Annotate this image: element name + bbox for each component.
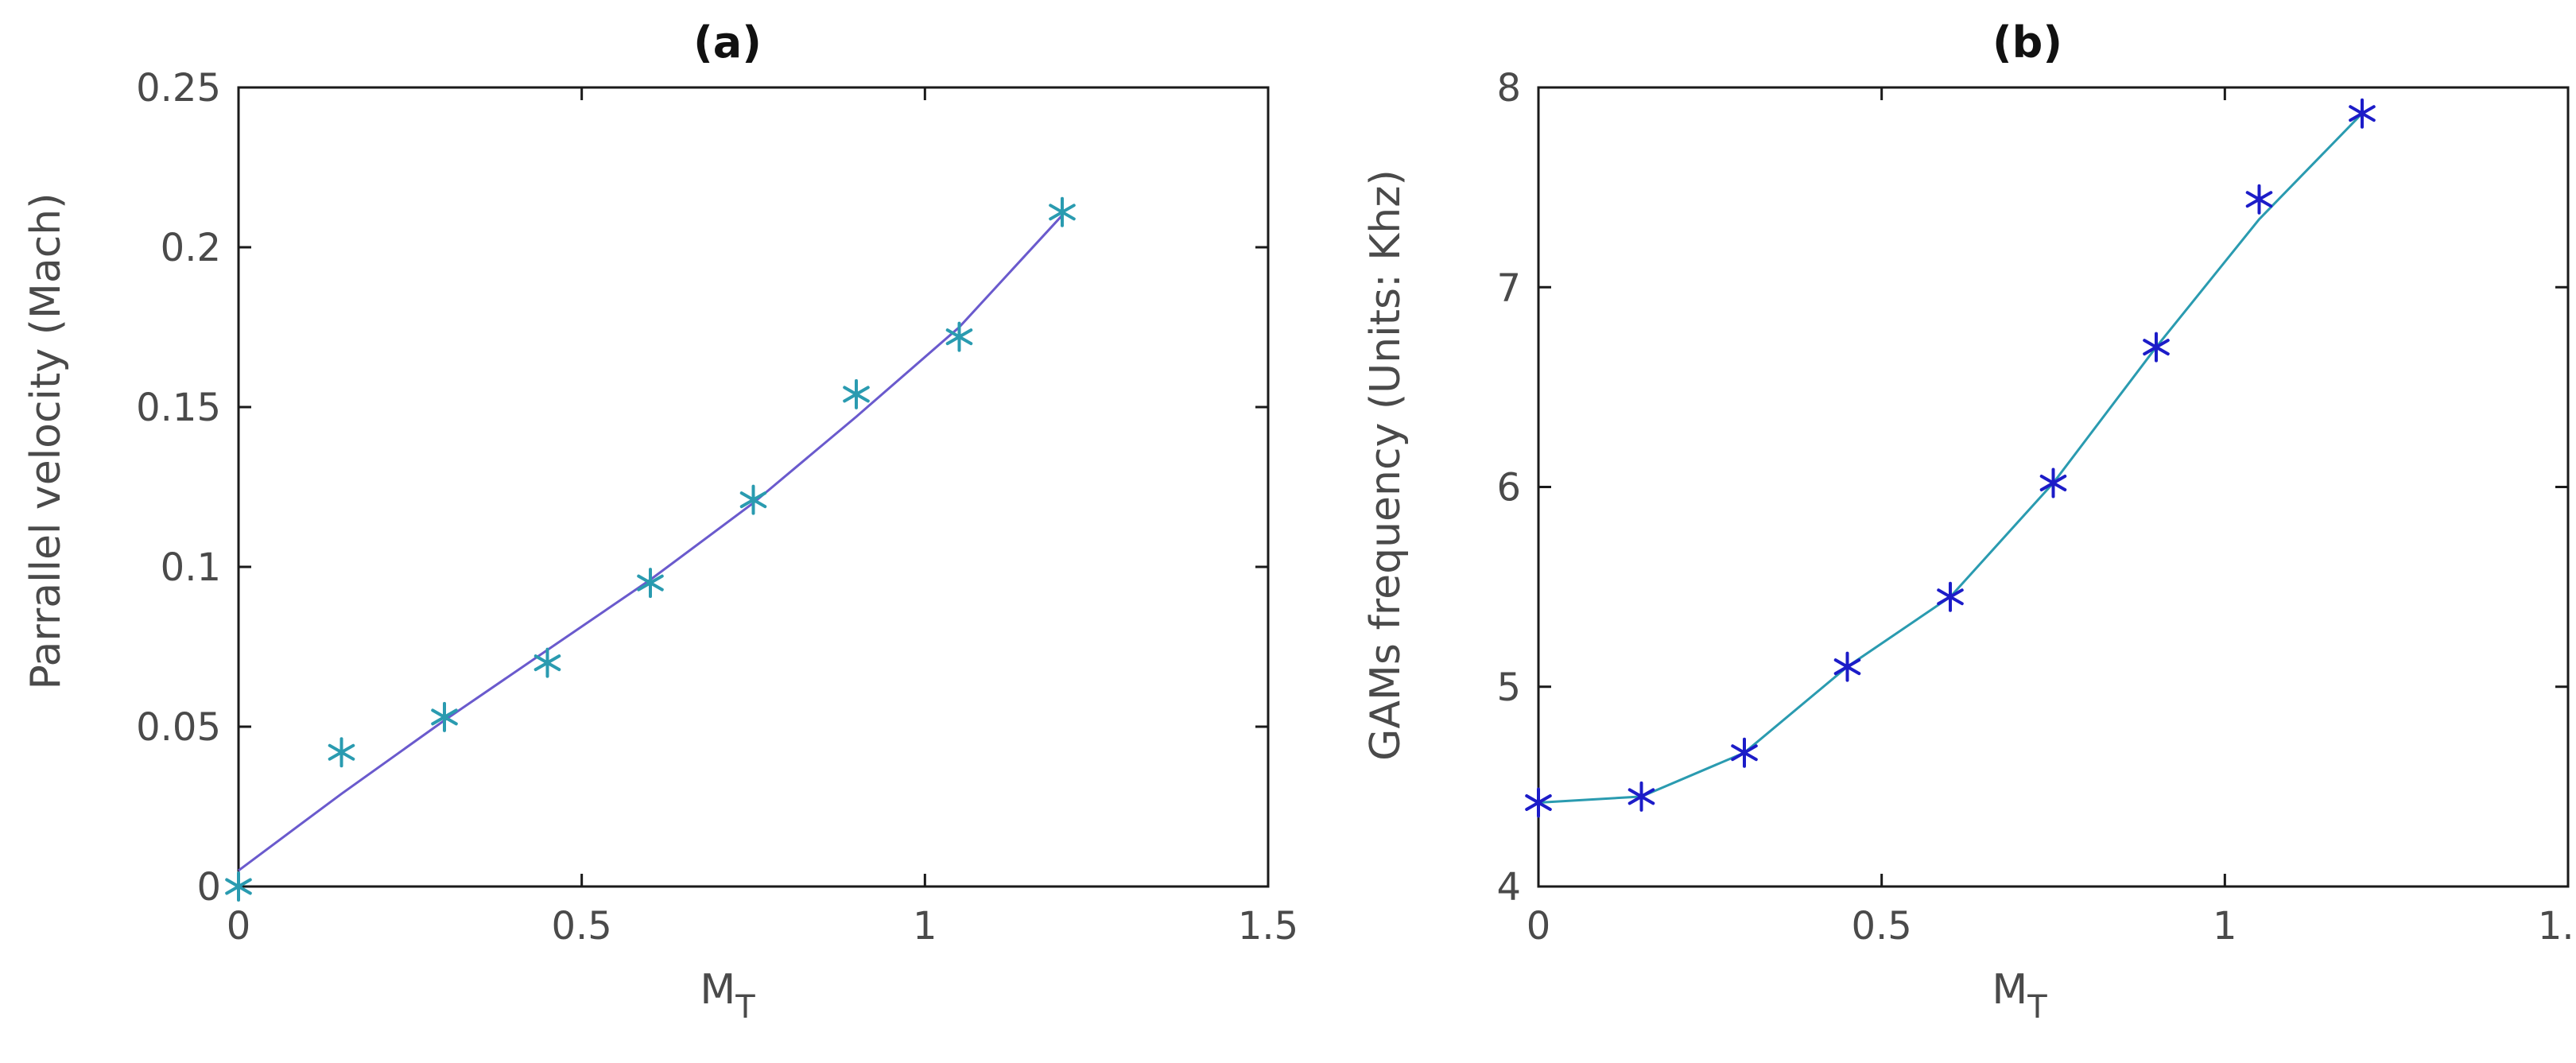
plot-frame (237, 86, 1270, 888)
fit-line (238, 214, 1064, 872)
asterisk-stroke (2349, 105, 2376, 122)
x-tick-label: 1.5 (2538, 904, 2576, 949)
y-tick-label: 0.1 (161, 545, 221, 590)
data-point-asterisk (2039, 467, 2067, 499)
x-tick-label: 1.5 (1238, 904, 1298, 949)
y-axis-label: GAMs frequency (Units: Khz) (1362, 169, 1410, 761)
data-point-asterisk (2143, 332, 2170, 363)
fit-line (1538, 112, 2364, 804)
asterisk-stroke (1049, 204, 1076, 221)
y-tick-label: 0.2 (161, 226, 221, 270)
data-point-asterisk (637, 568, 664, 599)
data-point-asterisk (1937, 581, 1964, 612)
data-point-asterisk (1731, 737, 1758, 768)
data-point-asterisk (328, 737, 355, 768)
data-point-asterisk (2245, 184, 2273, 215)
data-point-asterisk (431, 701, 458, 732)
data-point-asterisk (1627, 781, 1655, 812)
asterisk-stroke (2245, 191, 2273, 208)
data-point-asterisk (1049, 196, 1076, 227)
y-tick-label: 5 (1496, 665, 1521, 710)
asterisk-stroke (431, 708, 458, 726)
data-point-asterisk (533, 647, 561, 678)
x-tick-label: 0 (1527, 904, 1551, 949)
data-point-asterisk (2349, 98, 2376, 129)
data-point-asterisk (1833, 651, 1861, 682)
x-tick-label: 1 (913, 904, 937, 949)
asterisk-stroke (328, 743, 355, 761)
data-point-asterisk (843, 378, 870, 409)
y-tick-label: 0 (196, 865, 221, 910)
chart-title: (b) (1992, 17, 2062, 68)
data-point-asterisk (1525, 787, 1552, 818)
x-axis-label: MT (700, 966, 755, 1026)
x-tick-label: 1 (2213, 904, 2237, 949)
y-tick-label: 0.15 (136, 386, 221, 430)
asterisk-stroke (225, 878, 252, 895)
x-tick-label: 0.5 (1851, 904, 1911, 949)
data-point-asterisk (945, 321, 973, 352)
asterisk-stroke (533, 654, 561, 672)
asterisk-stroke (1525, 794, 1552, 811)
y-tick-label: 8 (1496, 66, 1521, 111)
asterisk-stroke (1627, 788, 1655, 805)
x-axis-label-subscript: T (2027, 989, 2047, 1026)
x-axis-label: MT (1992, 966, 2047, 1026)
asterisk-stroke (739, 491, 767, 509)
chart-panel-b: (b) 0 0.5 1 1.5 4 5 6 7 8 MT GAMs frequency (Units:… (1362, 17, 2576, 1026)
x-tick-label: 0 (227, 904, 251, 949)
asterisk-stroke (637, 574, 664, 592)
asterisk-stroke (843, 386, 870, 403)
y-tick-label: 0.25 (136, 66, 221, 111)
asterisk-stroke (2143, 339, 2170, 356)
y-tick-label: 7 (1496, 266, 1521, 310)
data-point-asterisk (739, 484, 767, 515)
chart-title: (a) (693, 17, 762, 68)
asterisk-stroke (1937, 588, 1964, 606)
y-tick-label: 4 (1496, 865, 1521, 910)
x-tick-label: 0.5 (551, 904, 611, 949)
asterisk-stroke (2039, 475, 2067, 491)
y-tick-label: 0.05 (136, 705, 221, 750)
x-axis-label-subscript: T (735, 989, 755, 1026)
y-axis-label: Parrallel velocity (Mach) (22, 192, 70, 689)
y-tick-label: 6 (1496, 466, 1521, 510)
chart-panel-a: (a) 0 0.5 1 1.5 0 0.05 0.1 0.15 0.2 0.25 MT Parralle… (22, 17, 1298, 1026)
asterisk-stroke (945, 328, 973, 346)
asterisk-stroke (1731, 744, 1758, 762)
asterisk-stroke (1833, 658, 1861, 676)
data-point-asterisk (225, 871, 252, 902)
